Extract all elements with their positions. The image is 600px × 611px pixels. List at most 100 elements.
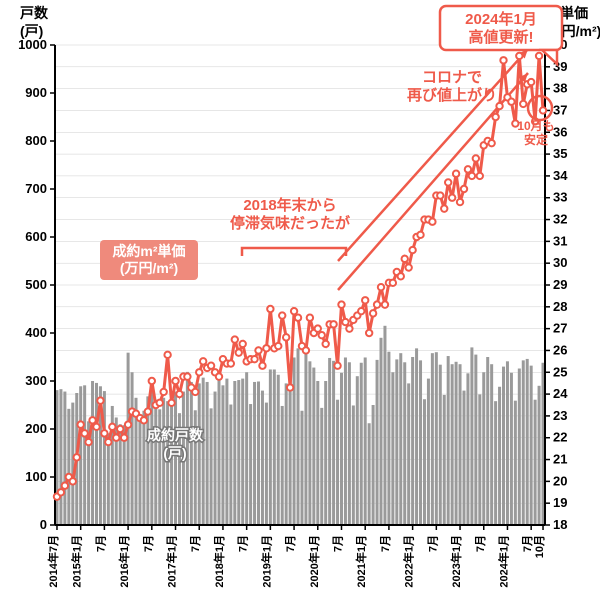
x-tick-label: 7月 <box>521 535 534 552</box>
bar <box>131 372 134 525</box>
bar <box>91 381 94 525</box>
price-marker <box>279 312 285 318</box>
bar <box>229 405 232 525</box>
right-tick-label: 37 <box>553 102 567 117</box>
price-marker <box>520 101 526 107</box>
bar <box>138 417 141 525</box>
bar <box>308 361 311 525</box>
left-axis-title: (戸) <box>20 23 43 39</box>
right-tick-label: 22 <box>553 430 567 445</box>
left-tick-label: 800 <box>25 133 47 148</box>
price-marker <box>322 341 328 347</box>
price-marker <box>196 369 202 375</box>
price-marker <box>157 400 163 406</box>
bar <box>443 395 446 525</box>
price-marker <box>263 345 269 351</box>
bar <box>514 401 517 525</box>
bar <box>360 363 363 525</box>
bar <box>221 385 224 525</box>
price-marker <box>315 325 321 331</box>
bar <box>518 369 521 525</box>
left-tick-label: 0 <box>40 517 47 532</box>
anno-corona: 再び値上がり <box>407 86 497 104</box>
bar <box>249 404 252 525</box>
price-marker <box>228 360 234 366</box>
bar <box>257 381 260 525</box>
price-marker <box>291 308 297 314</box>
x-tick-label: 7月 <box>379 535 392 552</box>
bar <box>372 405 375 525</box>
left-tick-label: 500 <box>25 277 47 292</box>
bar <box>364 357 367 525</box>
price-marker <box>109 424 115 430</box>
price-series-label: (万円/m²) <box>120 260 178 276</box>
bar <box>320 408 323 525</box>
right-tick-label: 35 <box>553 146 567 161</box>
bar <box>253 382 256 525</box>
anno-corona: コロナで <box>422 69 482 86</box>
bar <box>210 408 213 525</box>
price-marker <box>141 417 147 423</box>
bar <box>285 383 288 525</box>
left-tick-label: 700 <box>25 181 47 196</box>
price-marker <box>536 53 542 59</box>
x-tick-label: 2023年1月 <box>449 535 463 588</box>
price-marker <box>232 336 238 342</box>
bar <box>368 423 371 525</box>
right-tick-label: 26 <box>553 342 567 357</box>
bar <box>502 367 505 525</box>
anno-stagnation: 2018年末から <box>243 196 336 214</box>
bar <box>383 326 386 525</box>
right-tick-label: 20 <box>553 473 567 488</box>
bar-series-label: (戸) <box>163 445 186 461</box>
x-tick-label: 7月 <box>331 535 344 552</box>
price-marker <box>528 79 534 85</box>
price-marker <box>113 435 119 441</box>
price-marker <box>358 308 364 314</box>
callout-text: 高値更新! <box>469 28 534 46</box>
price-marker <box>437 192 443 198</box>
right-tick-label: 23 <box>553 408 567 423</box>
right-tick-label: 21 <box>553 452 567 467</box>
right-tick-label: 34 <box>553 168 568 183</box>
bar <box>510 373 513 525</box>
price-marker <box>295 315 301 321</box>
bar <box>217 379 220 525</box>
callout-text: 2024年1月 <box>465 10 537 28</box>
price-marker <box>101 430 107 436</box>
price-marker <box>81 430 87 436</box>
price-marker <box>453 171 459 177</box>
price-marker <box>160 389 166 395</box>
bar <box>95 383 98 525</box>
bar <box>391 372 394 525</box>
price-marker <box>492 114 498 120</box>
bar-series-label: 成約戸数 <box>147 427 204 443</box>
right-tick-label: 30 <box>553 255 567 270</box>
bar <box>490 364 493 525</box>
right-tick-label: 33 <box>553 190 567 205</box>
right-tick-label: 36 <box>553 124 567 139</box>
price-marker <box>370 310 376 316</box>
price-marker <box>457 199 463 205</box>
price-marker <box>240 341 246 347</box>
price-marker <box>398 273 404 279</box>
price-marker <box>346 325 352 331</box>
left-tick-label: 400 <box>25 325 47 340</box>
price-marker <box>402 256 408 262</box>
price-marker <box>469 173 475 179</box>
left-tick-label: 1000 <box>18 37 47 52</box>
price-marker <box>382 301 388 307</box>
left-tick-label: 900 <box>25 85 47 100</box>
bar <box>411 357 414 525</box>
price-marker <box>441 205 447 211</box>
price-marker <box>500 57 506 63</box>
price-marker <box>378 284 384 290</box>
price-marker <box>449 195 455 201</box>
bar <box>419 360 422 525</box>
bar <box>478 394 481 525</box>
bar <box>407 383 410 525</box>
price-marker <box>62 483 68 489</box>
price-marker <box>374 301 380 307</box>
bar <box>324 381 327 525</box>
price-marker <box>516 53 522 59</box>
